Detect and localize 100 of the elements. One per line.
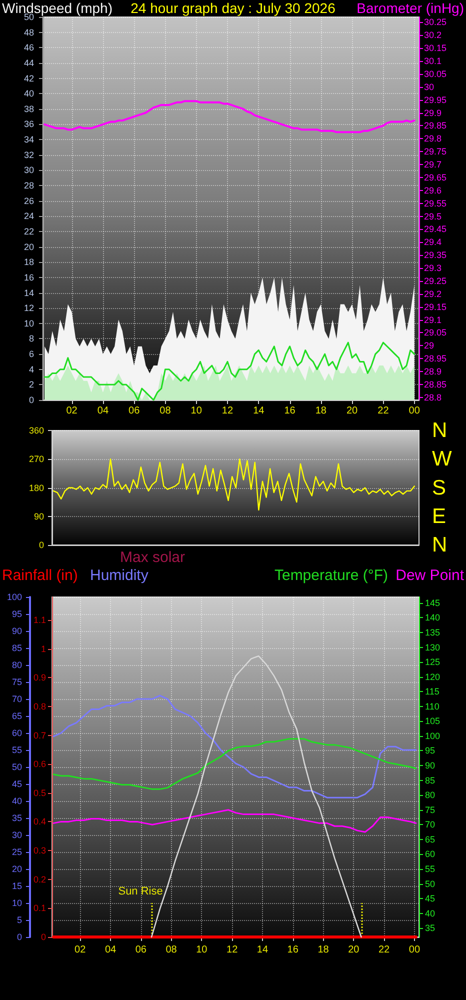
y-tick-label: 35 <box>12 813 22 823</box>
y-tick-label: 85 <box>12 643 22 653</box>
y2-tick-label: 29.2 <box>424 288 442 299</box>
y2-tick-label: 125 <box>425 657 440 668</box>
x-tick-label: 22 <box>378 406 390 416</box>
y-tick-label: 360 <box>28 426 44 436</box>
line-series <box>52 809 417 833</box>
line-series <box>44 342 416 401</box>
chart-title: 24 hour graph day : July 30 2026 <box>130 0 336 16</box>
y2-tick-label: 28.8 <box>424 392 442 402</box>
y2-tick-label: 80 <box>425 790 436 800</box>
x-tick-label: 08 <box>160 406 172 416</box>
y-tick-label: 65 <box>12 711 22 721</box>
y2-tick-label: 135 <box>425 627 440 638</box>
y2-tick-label: 40 <box>425 908 436 918</box>
y-tick-label: 50 <box>12 762 22 772</box>
x-tick-label: 10 <box>196 944 208 956</box>
y2-tick-label: 30 <box>424 82 434 92</box>
y2-tick-label: 28.9 <box>424 366 442 377</box>
x-tick-label: 12 <box>222 406 234 416</box>
x-tick-label: 02 <box>74 944 86 956</box>
y2-tick-label: 30.25 <box>424 17 447 28</box>
y-tick-label: 20 <box>12 864 22 874</box>
x-tick-label: 14 <box>256 944 268 956</box>
y-tick-label: 15 <box>12 881 22 891</box>
y-tick-label: 10 <box>24 318 34 328</box>
line-series <box>52 458 416 511</box>
y2-tick-label: 30.15 <box>424 43 447 54</box>
y-tick-label: 90 <box>12 626 22 636</box>
y3-tick-label: 0.5 <box>33 788 46 798</box>
y-tick-label: 8 <box>28 334 34 344</box>
y-tick-label: 30 <box>24 165 34 176</box>
y2-tick-label: 120 <box>425 672 440 682</box>
y-tick-label: 95 <box>12 609 22 619</box>
y-tick-label: 12 <box>24 303 34 314</box>
y-tick-label: 44 <box>24 58 34 68</box>
y2-tick-label: 29 <box>424 340 434 351</box>
y2-tick-label: 29.25 <box>424 276 447 286</box>
y2-tick-label: 29.3 <box>424 263 442 274</box>
x-tick-label: 00 <box>408 406 420 416</box>
line-series <box>44 100 416 134</box>
y-tick-label: 5 <box>16 915 22 925</box>
y3-tick-label: 1 <box>40 644 46 654</box>
line-series <box>52 694 417 798</box>
y-tick-label: 22 <box>24 226 34 236</box>
x-tick-label: 16 <box>284 406 296 416</box>
y2-tick-label: 29.1 <box>424 314 442 325</box>
y-tick-label: 75 <box>12 677 22 687</box>
ref-line-label: Sun Rise <box>118 886 163 898</box>
y3-tick-label: 0.3 <box>33 846 46 856</box>
y3-tick-label: 0.4 <box>33 816 46 827</box>
y2-tick-label: 30.2 <box>424 30 442 40</box>
y-tick-label: 42 <box>24 73 34 84</box>
y-tick-label: 25 <box>12 847 22 857</box>
y2-tick-label: 45 <box>425 894 436 904</box>
y3-tick-label: 0.2 <box>33 874 46 884</box>
y2-tick-label: 35 <box>425 923 436 934</box>
y2-tick-label: 55 <box>425 864 436 874</box>
y-tick-label: 2 <box>28 380 34 390</box>
x-tick-label: 12 <box>226 944 238 956</box>
x-tick-label: 08 <box>166 944 178 956</box>
x-tick-label: 04 <box>97 406 109 416</box>
y2-tick-label: 75 <box>425 804 436 815</box>
y2-tick-label: 29.6 <box>424 185 442 196</box>
y2-tick-label: 29.8 <box>424 134 442 144</box>
y2-tick-label: 65 <box>425 834 436 844</box>
y2-tick-label: 29.65 <box>424 172 447 182</box>
x-tick-label: 14 <box>253 406 265 416</box>
y-tick-label: 36 <box>24 119 34 130</box>
x-tick-label: 18 <box>318 944 330 956</box>
x-tick-label: 06 <box>135 944 147 956</box>
y-tick-label: 4 <box>28 364 34 374</box>
category-label: N <box>432 534 448 556</box>
y-tick-label: 20 <box>24 242 34 252</box>
y2-tick-label: 145 <box>425 598 440 608</box>
y2-tick-label: 130 <box>425 642 440 652</box>
x-tick-label: 06 <box>128 406 140 416</box>
y2-tick-label: 29.4 <box>424 237 442 248</box>
y3-axis-title: Rainfall (in) <box>2 567 78 584</box>
y-tick-label: 30 <box>12 830 22 840</box>
y2-tick-label: 29.45 <box>424 224 447 234</box>
x-tick-label: 10 <box>190 406 202 416</box>
y2-tick-label: 29.35 <box>424 250 447 260</box>
y3-tick-label: 0.9 <box>33 672 46 683</box>
y2-tick-label: 29.9 <box>424 108 442 118</box>
y3-tick-label: 0.7 <box>33 730 46 740</box>
y-tick-label: 10 <box>12 898 22 908</box>
x-tick-label: 04 <box>104 944 117 956</box>
category-label: W <box>432 448 452 471</box>
y2-tick-label: 28.85 <box>424 379 447 390</box>
y2-tick-label: 29.05 <box>424 328 447 338</box>
y2-tick-label: 60 <box>425 849 436 860</box>
y-tick-label: 26 <box>24 196 34 206</box>
text: Dew Point <box>396 567 465 584</box>
y-axis-title: Humidity <box>90 567 149 584</box>
y2-tick-label: 29.85 <box>424 120 447 131</box>
y-tick-label: 24 <box>24 211 34 222</box>
y2-tick-label: 50 <box>425 878 436 889</box>
y2-tick-label: 70 <box>425 820 436 830</box>
y2-tick-label: 28.95 <box>424 354 447 364</box>
